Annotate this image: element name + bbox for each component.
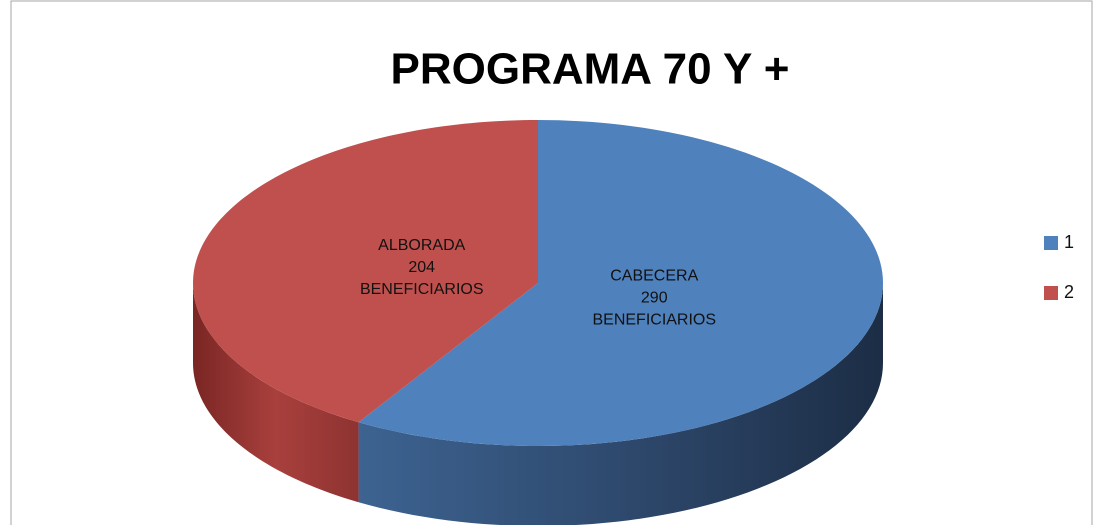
data-label-value: 290 (641, 290, 668, 307)
pie-side (358, 283, 883, 525)
legend-label: 1 (1064, 232, 1074, 252)
pie-slice (358, 120, 883, 446)
pie-slice (193, 120, 538, 423)
legend-label: 2 (1064, 282, 1074, 302)
data-label-category: ALBORADA (378, 237, 465, 254)
data-label-value: 204 (408, 259, 435, 276)
legend-swatch (1044, 236, 1058, 250)
chart-title: PROGRAMA 70 Y + (391, 45, 790, 94)
legend-swatch (1044, 286, 1058, 300)
data-label-suffix: BENEFICIARIOS (592, 312, 716, 329)
data-label-category: CABECERA (610, 268, 698, 285)
data-label-suffix: BENEFICIARIOS (360, 281, 484, 298)
pie-side (193, 283, 359, 503)
